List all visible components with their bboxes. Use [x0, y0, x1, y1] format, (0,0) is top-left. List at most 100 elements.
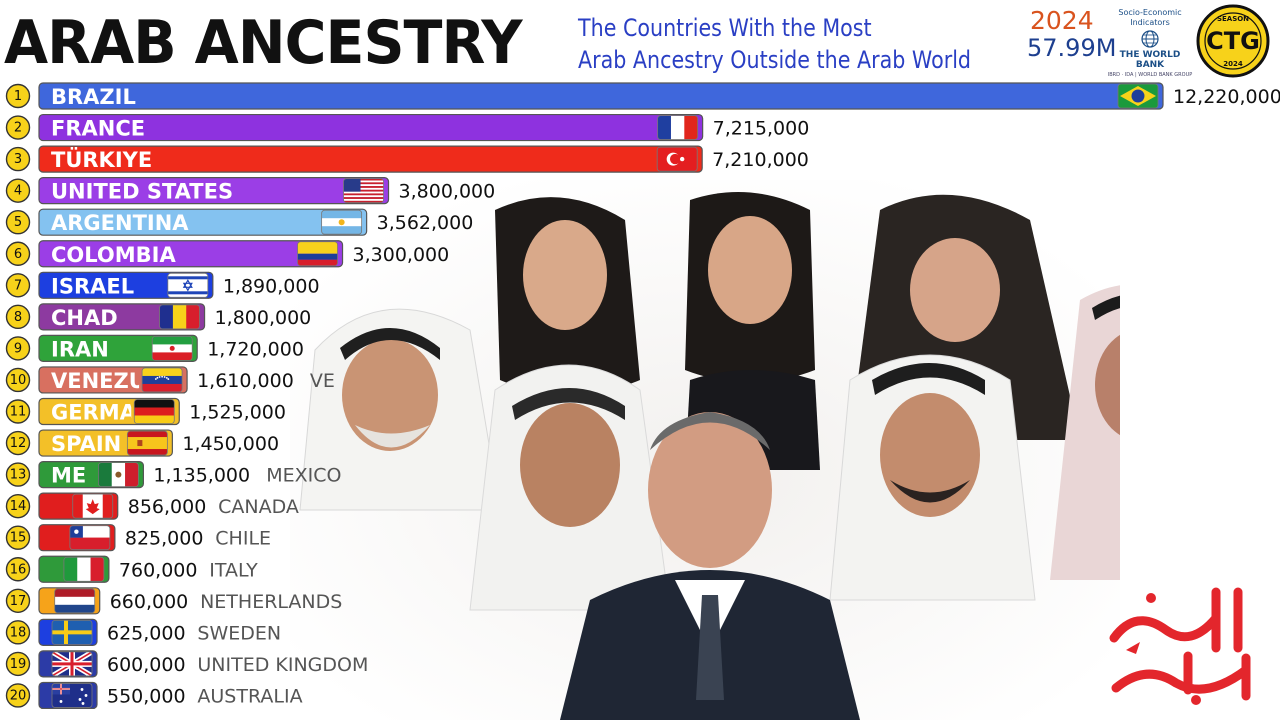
rank-number: 8 — [14, 310, 22, 325]
rank-number: 5 — [14, 215, 22, 230]
rank-number: 14 — [10, 499, 27, 514]
person-man-ghutra-center-right — [829, 354, 1036, 601]
chile-flag-icon — [69, 525, 111, 551]
canada-flag-icon — [72, 493, 114, 519]
rank-number: 7 — [14, 278, 22, 293]
rank-badge — [5, 462, 31, 487]
united-states-flag-icon — [343, 178, 384, 204]
sweden-flag-icon — [51, 619, 93, 645]
rank-number: 18 — [10, 625, 27, 640]
source-tagline: IBRD · IDA | WORLD BANK GROUP — [1107, 72, 1193, 78]
bar-row-spain: 12 SPAIN 1,450,000 — [5, 429, 279, 457]
rank-number: 19 — [10, 657, 27, 672]
value-label-united-kingdom: 600,000 — [107, 654, 186, 676]
colombia-flag-icon — [297, 241, 338, 267]
bar-row-colombia: 6 COLOMBIA 3,300,000 — [5, 240, 450, 268]
value-label-israel: 1,890,000 — [223, 275, 320, 297]
value-label-colombia: 3,300,000 — [353, 244, 450, 266]
rank-number: 4 — [14, 184, 22, 199]
rank-badge — [5, 430, 31, 456]
rank-badge — [5, 146, 31, 172]
rank-badge — [5, 588, 31, 613]
value-label-spain: 1,450,000 — [182, 433, 279, 455]
bar-label-turkiye: TÜRKIYE — [51, 147, 152, 172]
rank-badge — [5, 241, 31, 266]
bar-label-mexico: ME — [51, 464, 86, 488]
chad-flag-icon — [159, 304, 200, 330]
rank-badge — [5, 399, 31, 424]
globe-icon — [1141, 30, 1159, 48]
value-label-argentina: 3,562,000 — [377, 212, 474, 234]
rank-badge — [5, 525, 31, 550]
united-kingdom-flag-icon — [51, 651, 93, 677]
rank-number: 20 — [10, 688, 27, 703]
badge-mid: CTG — [1206, 27, 1260, 55]
value-label-venezuela: 1,610,000 — [197, 370, 294, 392]
rank-number: 3 — [14, 152, 22, 167]
bar-row-turkiye: 3 TÜRKIYE 7,210,000 — [5, 145, 809, 173]
rank-badge — [5, 683, 31, 708]
rank-number: 6 — [14, 247, 22, 262]
bar-label-chad: CHAD — [51, 306, 118, 330]
venezuela-flag-icon — [141, 367, 183, 393]
year-label: 2024 — [1030, 6, 1094, 35]
bar-label-germany: GERMA — [51, 401, 137, 425]
name-label-chile: CHILE — [215, 528, 271, 550]
italy-flag-icon — [63, 556, 105, 582]
value-label-italy: 760,000 — [119, 559, 198, 581]
value-label-netherlands: 660,000 — [110, 591, 189, 613]
rank-number: 13 — [10, 468, 27, 483]
rank-number: 9 — [14, 341, 22, 356]
rank-badge — [5, 336, 31, 361]
bar-row-iran: 9 IRAN 1,720,000 — [5, 334, 304, 362]
bar-label-spain: SPAIN — [51, 432, 121, 456]
person-man-white-ghutra-left — [299, 308, 501, 511]
rank-number: 12 — [10, 436, 27, 451]
rank-badge — [5, 273, 31, 298]
value-label-united-states: 3,800,000 — [399, 181, 496, 203]
value-label-france: 7,215,000 — [713, 118, 810, 140]
page-title: ARAB ANCESTRY — [4, 8, 523, 78]
rank-number: 15 — [10, 531, 27, 546]
rank-badge — [5, 304, 31, 330]
turkiye-flag-icon — [656, 146, 698, 172]
bar-label-venezuela: VENEZU — [51, 369, 146, 393]
bar-brazil — [38, 82, 1164, 110]
name-label-united-kingdom: UNITED KINGDOM — [197, 654, 368, 676]
source-name: THE WORLD BANK — [1119, 50, 1181, 70]
total-label: 57.99M — [1027, 34, 1117, 62]
source-line-2: Indicators — [1130, 18, 1170, 27]
bar-argentina — [38, 208, 368, 236]
bar-row-australia: 20 550,000 AUSTRALIA — [5, 681, 303, 710]
value-label-australia: 550,000 — [107, 685, 186, 707]
bar-row-united-kingdom: 19 600,000 UNITED KINGDOM — [5, 650, 368, 678]
bar-label-brazil: BRAZIL — [51, 85, 136, 109]
france-flag-icon — [657, 115, 699, 140]
name-label-mexico: MEXICO — [266, 465, 341, 487]
person-man-red-shemagh — [1050, 285, 1120, 580]
value-label-canada: 856,000 — [128, 496, 207, 518]
rank-badge — [5, 651, 31, 677]
source-line-1: Socio-Economic — [1118, 8, 1182, 17]
badge-top: SEASON — [1217, 15, 1249, 23]
bar-row-canada: 14 856,000 CANADA — [5, 492, 299, 520]
rank-badge — [5, 620, 31, 645]
subtitle-line-1: The Countries With the Most — [578, 14, 872, 42]
bar-row-united-states: 4 UNITED STATES 3,800,000 — [5, 177, 496, 205]
bar-united-states — [38, 177, 390, 205]
rank-number: 1 — [14, 89, 22, 104]
bar-label-colombia: COLOMBIA — [51, 243, 176, 267]
rank-badge — [5, 115, 31, 140]
rank-number: 17 — [10, 594, 27, 609]
value-label-iran: 1,720,000 — [207, 338, 304, 360]
bar-row-chad: 8 CHAD 1,800,000 — [5, 303, 311, 331]
value-label-mexico: 1,135,000 — [153, 465, 250, 487]
rank-badge — [5, 493, 31, 519]
iran-flag-icon — [151, 335, 193, 361]
bar-row-germany: 11 GERMA 1,525,000 — [5, 397, 286, 426]
bar-row-mexico: 13 ME 1,135,000 MEXICO — [5, 461, 341, 489]
bar-france — [38, 113, 704, 142]
world-bank-logo: Socio-Economic Indicators THE WORLD BANK… — [1106, 8, 1194, 78]
badge-bottom: 2024 — [1223, 60, 1243, 68]
argentina-flag-icon — [321, 209, 363, 235]
